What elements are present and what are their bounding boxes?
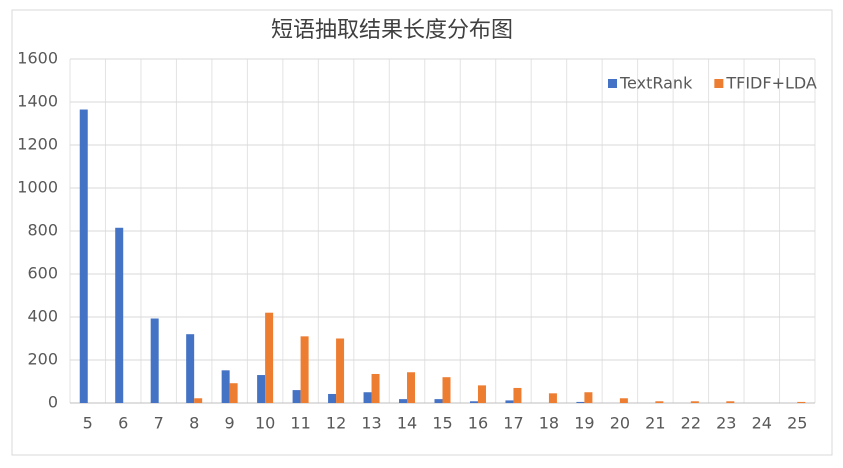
bar <box>399 399 408 403</box>
bar <box>619 398 628 403</box>
x-tick-label: 15 <box>432 414 452 433</box>
bar <box>194 398 203 403</box>
bar <box>477 385 486 403</box>
legend-swatch <box>714 79 724 88</box>
chart-title: 短语抽取结果长度分布图 <box>271 18 513 43</box>
x-tick-label: 16 <box>468 414 488 433</box>
bar <box>371 373 380 403</box>
bar <box>229 383 238 403</box>
bar <box>328 393 337 403</box>
y-tick-label: 200 <box>27 350 58 369</box>
y-tick-label: 600 <box>27 264 58 283</box>
y-tick-label: 1600 <box>17 49 58 68</box>
x-tick-label: 24 <box>752 414 772 433</box>
x-tick-label: 14 <box>397 414 417 433</box>
x-tick-label: 17 <box>503 414 523 433</box>
bar <box>797 401 806 403</box>
bar <box>115 227 124 403</box>
x-tick-label: 5 <box>83 414 93 433</box>
bar <box>434 399 443 403</box>
x-tick-label: 23 <box>716 414 736 433</box>
y-tick-label: 1000 <box>17 178 58 197</box>
x-tick-label: 20 <box>610 414 630 433</box>
bar <box>407 372 416 403</box>
y-tick-label: 0 <box>48 393 58 412</box>
legend-label: TFIDF+LDA <box>725 74 817 93</box>
x-tick-label: 10 <box>255 414 275 433</box>
legend-swatch <box>608 79 617 88</box>
bar <box>79 109 88 404</box>
bar <box>292 390 301 403</box>
x-tick-label: 19 <box>574 414 594 433</box>
bar <box>265 312 274 403</box>
bar <box>690 401 699 403</box>
y-tick-label: 1400 <box>17 92 58 111</box>
x-tick-label: 12 <box>326 414 346 433</box>
legend-label: TextRank <box>619 74 693 93</box>
bar <box>221 370 230 403</box>
bar <box>469 401 478 403</box>
x-tick-label: 13 <box>361 414 381 433</box>
x-tick-label: 6 <box>118 414 128 433</box>
bar <box>726 401 735 403</box>
bar <box>150 318 159 403</box>
bar <box>548 393 557 403</box>
bar <box>576 401 585 403</box>
y-tick-label: 400 <box>27 307 58 326</box>
x-tick-label: 8 <box>189 414 199 433</box>
bar <box>655 401 664 403</box>
bar <box>363 392 372 403</box>
chart-frame <box>11 9 833 456</box>
bar <box>186 334 195 403</box>
x-tick-label: 7 <box>154 414 164 433</box>
bar <box>584 392 593 403</box>
bar <box>257 375 266 403</box>
x-tick-label: 11 <box>290 414 310 433</box>
y-tick-label: 1200 <box>17 135 58 154</box>
bar <box>336 338 345 403</box>
x-tick-label: 21 <box>645 414 665 433</box>
x-tick-label: 22 <box>681 414 701 433</box>
bar <box>300 336 309 403</box>
bar <box>442 377 451 403</box>
bar <box>505 400 514 403</box>
bar <box>513 387 522 403</box>
x-tick-label: 9 <box>225 414 235 433</box>
x-tick-label: 18 <box>539 414 559 433</box>
x-tick-label: 25 <box>787 414 807 433</box>
y-tick-label: 800 <box>27 221 58 240</box>
